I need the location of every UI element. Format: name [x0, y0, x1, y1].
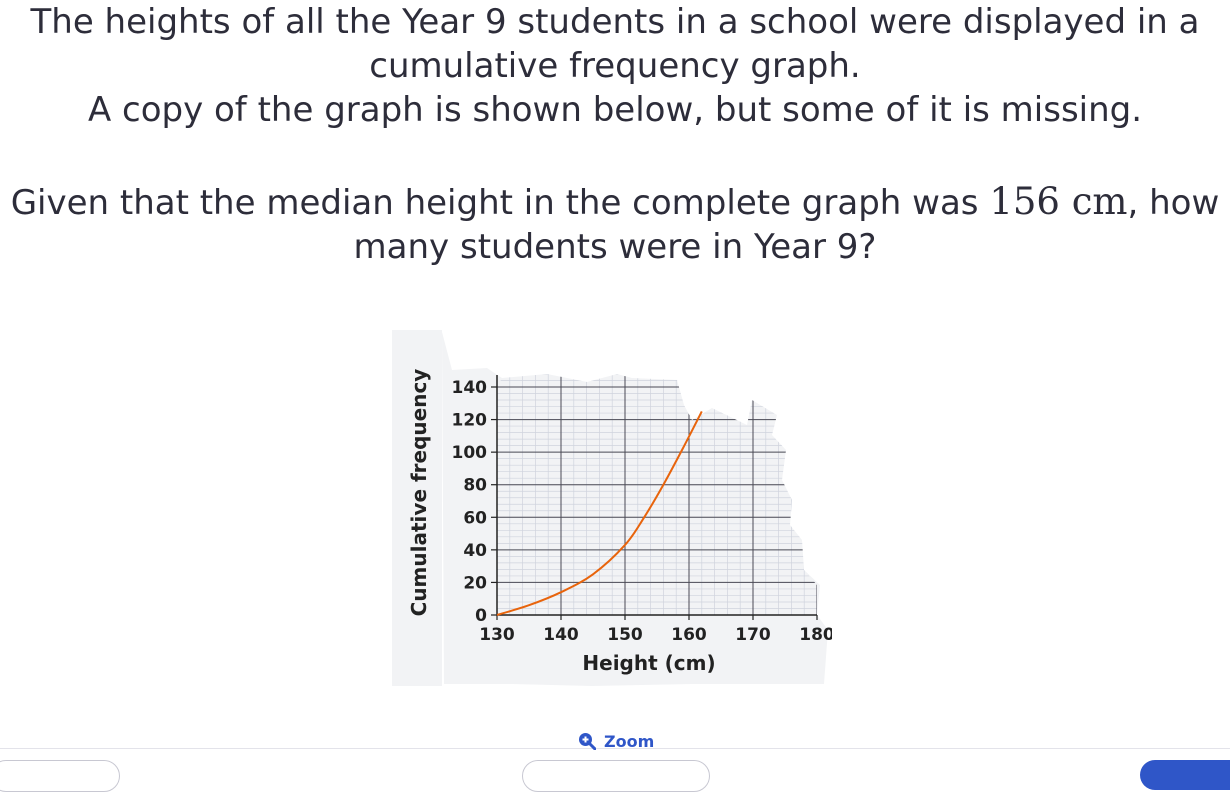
y-tick-label: 140	[452, 378, 488, 398]
intro-line-1: The heights of all the Year 9 students i…	[30, 2, 1200, 42]
zoom-in-icon	[579, 733, 596, 750]
ask-before: Given that the median height in the comp…	[10, 183, 990, 223]
middle-action-button[interactable]	[522, 760, 710, 792]
y-axis-title: Cumulative frequency	[407, 369, 431, 617]
y-tick-label: 80	[463, 476, 487, 496]
bottom-divider	[0, 748, 1230, 749]
chart-axes	[496, 375, 817, 616]
median-value: 156 cm	[989, 180, 1128, 223]
y-tick-label: 0	[475, 606, 487, 626]
chart-ticks: 0 20 40 60 80 100 120 140 130 140 150 160 170 180	[452, 378, 833, 645]
x-axis-title: Height (cm)	[582, 651, 715, 675]
question-ask: Given that the median height in the comp…	[0, 180, 1230, 269]
primary-action-button[interactable]	[1140, 760, 1230, 790]
y-tick-label: 60	[463, 508, 487, 528]
paper-background	[392, 332, 828, 686]
y-tick-label: 100	[452, 443, 488, 463]
chart-series	[496, 410, 703, 616]
intro-line-2: cumulative frequency graph.	[369, 46, 861, 86]
series-line-0	[496, 410, 703, 616]
x-tick-label: 130	[479, 625, 515, 645]
y-tick-label: 20	[463, 573, 487, 593]
left-action-button[interactable]	[0, 760, 120, 792]
question-text: The heights of all the Year 9 students i…	[0, 0, 1230, 269]
intro-line-3: A copy of the graph is shown below, but …	[87, 90, 1143, 130]
x-tick-label: 160	[671, 625, 707, 645]
ask-line-2: many students were in Year 9?	[353, 227, 877, 267]
y-tick-label: 40	[463, 541, 487, 561]
zoom-label: Zoom	[604, 731, 655, 751]
x-tick-label: 150	[607, 625, 643, 645]
cumulative-frequency-graph: 0 20 40 60 80 100 120 140 130 140 150 160 170 180 Hei…	[392, 330, 832, 686]
x-tick-label: 140	[543, 625, 579, 645]
x-tick-label: 180	[799, 625, 832, 645]
ask-after: , how	[1127, 183, 1220, 223]
x-tick-label: 170	[735, 625, 771, 645]
y-tick-label: 120	[452, 411, 488, 431]
zoom-button[interactable]: Zoom	[578, 730, 654, 752]
question-intro: The heights of all the Year 9 students i…	[0, 0, 1230, 132]
chart-svg: 0 20 40 60 80 100 120 140 130 140 150 160 170 180 Hei…	[392, 330, 832, 686]
ylabel-panel	[392, 330, 442, 686]
